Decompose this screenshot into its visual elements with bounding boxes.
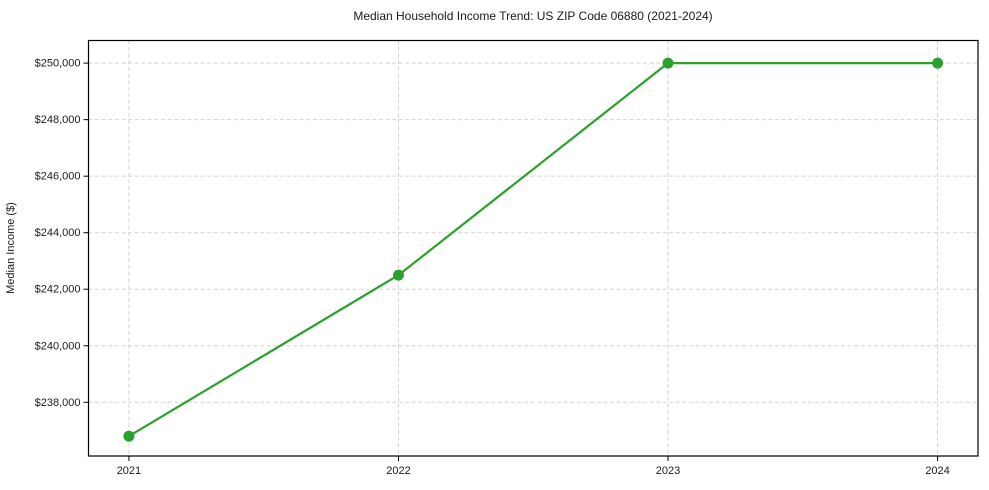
data-point-marker <box>123 430 135 442</box>
y-tick-label: $238,000 <box>35 397 81 409</box>
y-tick-label: $248,000 <box>35 114 81 126</box>
y-tick-label: $242,000 <box>35 284 81 296</box>
x-tick-label: 2021 <box>117 465 141 477</box>
data-point-marker <box>932 57 944 69</box>
y-tick-label: $246,000 <box>35 171 81 183</box>
y-tick-label: $250,000 <box>35 58 81 70</box>
chart-title: Median Household Income Trend: US ZIP Co… <box>353 9 713 23</box>
x-tick-label: 2022 <box>386 465 410 477</box>
plot-border <box>87 39 979 457</box>
data-point-marker <box>662 57 674 69</box>
trend-line <box>127 62 939 438</box>
x-tick-label: 2023 <box>656 465 680 477</box>
data-point-marker <box>393 269 404 281</box>
y-tick-label: $240,000 <box>35 340 81 352</box>
y-tick-label: $244,000 <box>35 227 81 239</box>
x-tick-label: 2024 <box>925 465 949 477</box>
